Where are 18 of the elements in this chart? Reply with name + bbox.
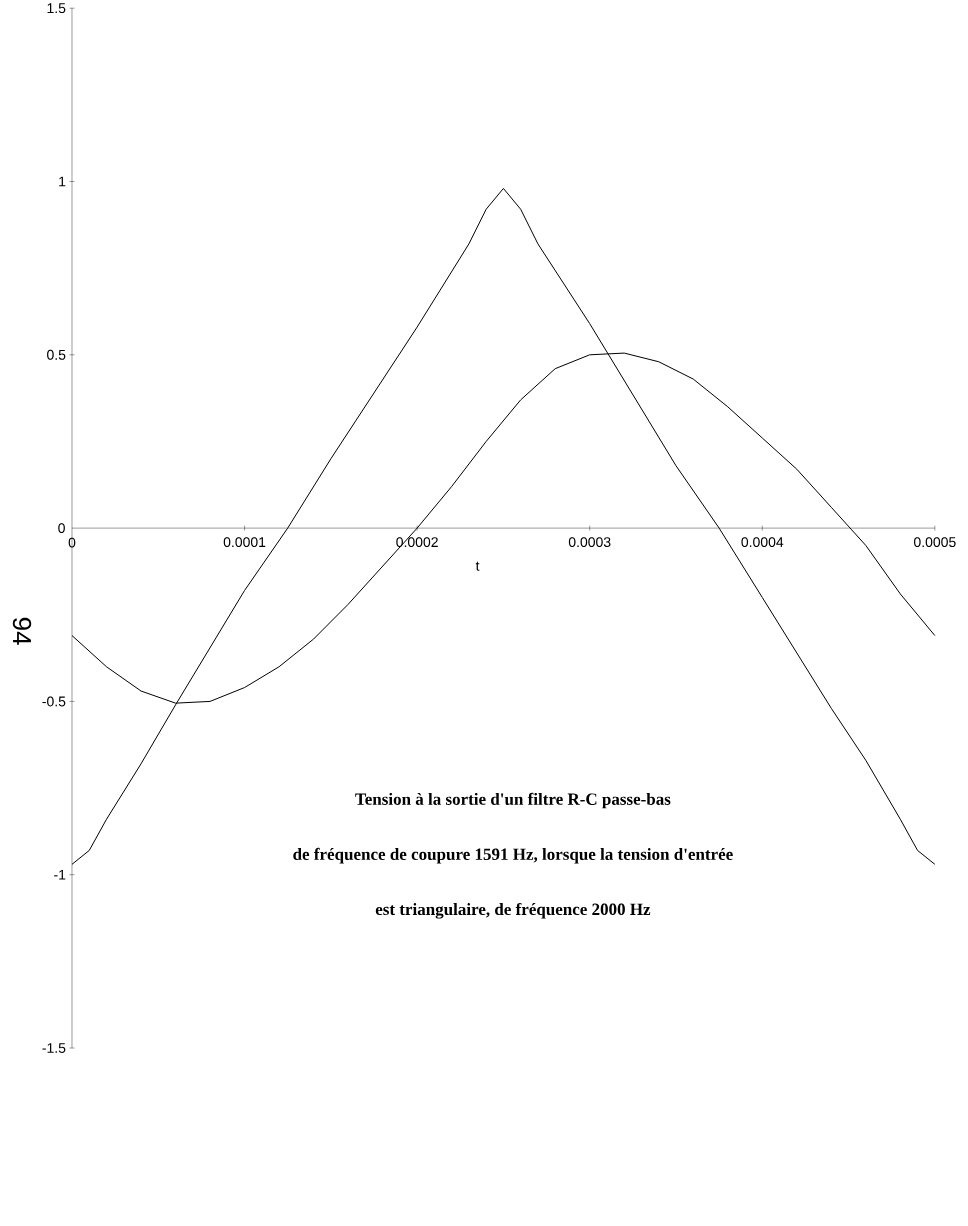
y-tick-label: 0 [58,523,65,534]
y-tick-label: 1 [59,176,66,187]
y-tick-label: 0.5 [47,349,66,360]
annotation: est triangulaire, de fréquence 2000 Hz [375,902,651,919]
x-tick-label: 0.0005 [914,537,956,548]
x-tick-label: 0.0003 [568,537,611,548]
x-tick-label: 0.0002 [396,537,438,548]
x-axis-title: t [475,561,480,571]
x-tick-label: 0 [68,537,76,548]
text: 94 [12,617,32,645]
x-tick-label: 0.0004 [741,537,784,548]
annotation: de fréquence de coupure 1591 Hz, lorsque la tension d'entrée [293,847,733,864]
y-tick-label: -1 [54,869,66,880]
x-tick-label: 0.0001 [223,537,266,548]
annotation: Tension à la sortie d'un filtre R-C passe-bas [355,792,671,809]
y-tick-label: -1.5 [42,1043,66,1053]
y-tick-label: 1.5 [47,3,66,14]
y-tick-label: -0.5 [42,696,66,707]
